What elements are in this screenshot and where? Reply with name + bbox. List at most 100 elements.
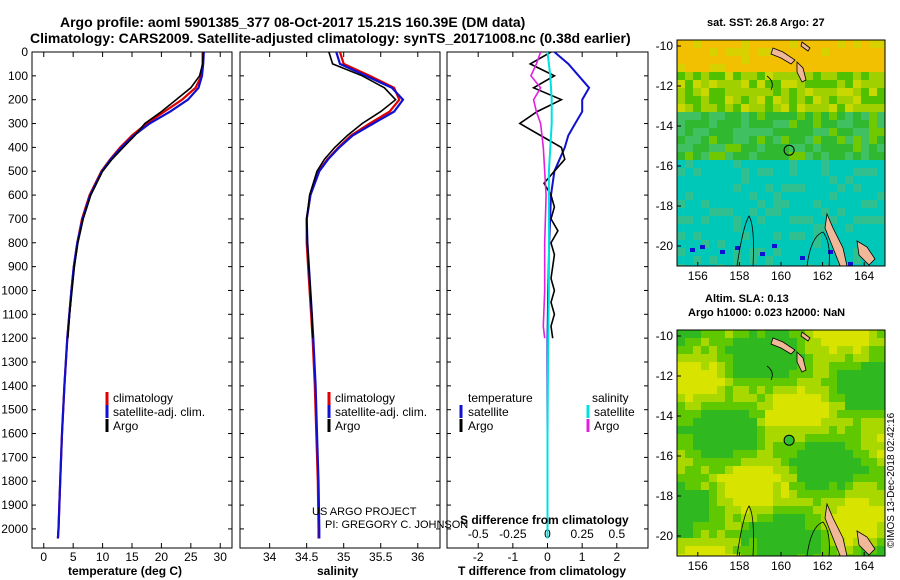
map-cell xyxy=(733,128,741,136)
map-cell xyxy=(853,232,861,240)
map-cell xyxy=(709,346,717,354)
map-cell xyxy=(773,128,781,136)
map-cell xyxy=(773,402,781,410)
temperature-axis-label: temperature (deg C) xyxy=(68,564,182,578)
map-cell xyxy=(805,64,813,72)
map-cell xyxy=(765,362,773,370)
map-cell xyxy=(685,410,693,418)
map-cell xyxy=(869,152,877,160)
map-cell xyxy=(797,128,805,136)
map-cell xyxy=(741,474,749,482)
map-cell xyxy=(701,176,709,184)
map-blue-cell xyxy=(690,248,695,252)
map-cell xyxy=(693,458,701,466)
depth-axis: 0100200300400500600700800900100011001200… xyxy=(1,45,648,536)
map-cell xyxy=(709,458,717,466)
map-cell xyxy=(757,362,765,370)
map-cell xyxy=(821,88,829,96)
map-cell xyxy=(741,370,749,378)
map-cell xyxy=(829,160,837,168)
map-cell xyxy=(853,256,861,264)
map-cell xyxy=(837,506,845,514)
map-cell xyxy=(677,48,685,56)
map-cell xyxy=(741,72,749,80)
map-cell xyxy=(869,216,877,224)
map-cell xyxy=(725,56,733,64)
map-y-tick-label: -12 xyxy=(656,79,674,93)
map-cell xyxy=(869,514,877,522)
map-cell xyxy=(805,426,813,434)
map-cell xyxy=(757,208,765,216)
map-cell xyxy=(821,168,829,176)
map-cell xyxy=(845,184,853,192)
map-cell xyxy=(853,224,861,232)
map-cell xyxy=(725,216,733,224)
map-cell xyxy=(861,482,869,490)
map-cell xyxy=(861,490,869,498)
map-cell xyxy=(837,482,845,490)
map-cell xyxy=(693,538,701,546)
map-cell xyxy=(845,152,853,160)
map-cell xyxy=(837,450,845,458)
map-cell xyxy=(845,232,853,240)
map-cell xyxy=(853,498,861,506)
map-cell xyxy=(789,474,797,482)
map-cell xyxy=(749,88,757,96)
map-cell xyxy=(693,104,701,112)
sla-map-title: Altim. SLA: 0.13 xyxy=(705,293,789,305)
map-cell xyxy=(685,80,693,88)
map-cell xyxy=(805,474,813,482)
map-cell xyxy=(773,554,781,556)
map-cell xyxy=(821,490,829,498)
map-cell xyxy=(789,458,797,466)
map-cell xyxy=(749,40,757,48)
map-cell xyxy=(717,354,725,362)
map-cell xyxy=(877,240,885,248)
map-cell xyxy=(869,264,877,266)
map-cell xyxy=(757,104,765,112)
map-cell xyxy=(837,144,845,152)
map-cell xyxy=(677,56,685,64)
map-cell xyxy=(757,120,765,128)
map-cell xyxy=(685,538,693,546)
map-cell xyxy=(765,168,773,176)
map-cell xyxy=(797,120,805,128)
map-cell xyxy=(749,418,757,426)
map-cell xyxy=(685,458,693,466)
map-cell xyxy=(845,80,853,88)
map-cell xyxy=(853,144,861,152)
map-cell xyxy=(781,120,789,128)
map-cell xyxy=(701,474,709,482)
map-cell xyxy=(757,200,765,208)
map-cell xyxy=(725,88,733,96)
map-cell xyxy=(869,418,877,426)
map-cell xyxy=(853,176,861,184)
map-cell xyxy=(797,184,805,192)
map-cell xyxy=(877,394,885,402)
map-cell xyxy=(877,426,885,434)
map-cell xyxy=(725,498,733,506)
map-cell xyxy=(757,56,765,64)
map-cell xyxy=(701,538,709,546)
map-cell xyxy=(869,160,877,168)
map-cell xyxy=(813,200,821,208)
map-cell xyxy=(725,152,733,160)
map-cell xyxy=(829,538,837,546)
credit-project: US ARGO PROJECT xyxy=(312,506,417,518)
map-cell xyxy=(845,362,853,370)
map-cell xyxy=(717,426,725,434)
map-cell xyxy=(757,176,765,184)
map-cell xyxy=(677,152,685,160)
map-cell xyxy=(773,160,781,168)
map-cell xyxy=(685,330,693,338)
map-cell xyxy=(773,232,781,240)
map-cell xyxy=(765,514,773,522)
map-cell xyxy=(733,522,741,530)
map-cell xyxy=(741,522,749,530)
difference-legend-salinity: salinity satellite Argo xyxy=(586,391,635,433)
map-cell xyxy=(781,458,789,466)
map-cell xyxy=(877,386,885,394)
map-cell xyxy=(693,394,701,402)
map-cell xyxy=(789,64,797,72)
map-cell xyxy=(717,474,725,482)
